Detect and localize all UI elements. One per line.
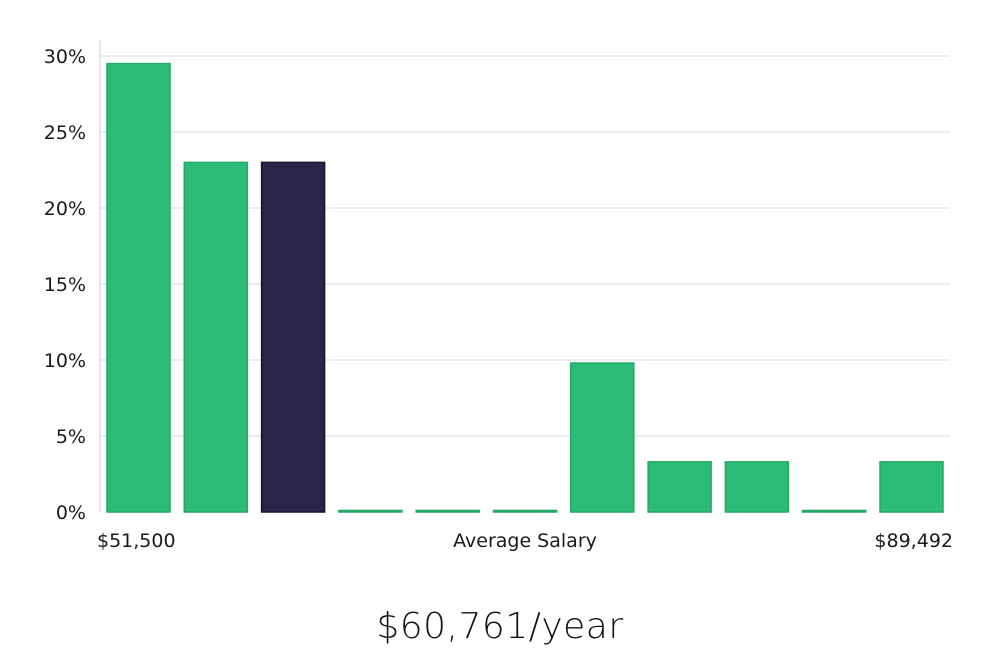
y-axis-ticks: 0% 5% 10% 15% 20% 25% 30% [44, 46, 86, 524]
y-tick-label: 30% [44, 46, 86, 68]
bars [106, 62, 944, 513]
y-tick-label: 10% [44, 350, 86, 372]
salary-histogram: 0% 5% 10% 15% 20% 25% 30% $51,500 Average Sala… [44, 40, 953, 552]
bar [879, 461, 944, 513]
x-axis-max-label: $89,492 [874, 530, 953, 552]
y-tick-label: 20% [44, 198, 86, 220]
bar [647, 461, 712, 513]
bar-highlighted [260, 161, 326, 513]
y-tick-label: 5% [56, 426, 86, 448]
bar [724, 461, 790, 513]
average-salary-summary: $60,761/year [376, 606, 624, 647]
y-tick-label: 15% [44, 274, 86, 296]
bar [492, 509, 558, 513]
x-axis-min-label: $51,500 [97, 530, 176, 552]
x-axis-title: Average Salary [453, 530, 597, 552]
bar [801, 509, 867, 513]
bar [183, 161, 249, 513]
bar [338, 509, 403, 513]
bar [570, 362, 635, 513]
bar [415, 509, 480, 513]
y-tick-label: 25% [44, 122, 86, 144]
y-tick-label: 0% [56, 502, 86, 524]
bar [106, 62, 171, 513]
